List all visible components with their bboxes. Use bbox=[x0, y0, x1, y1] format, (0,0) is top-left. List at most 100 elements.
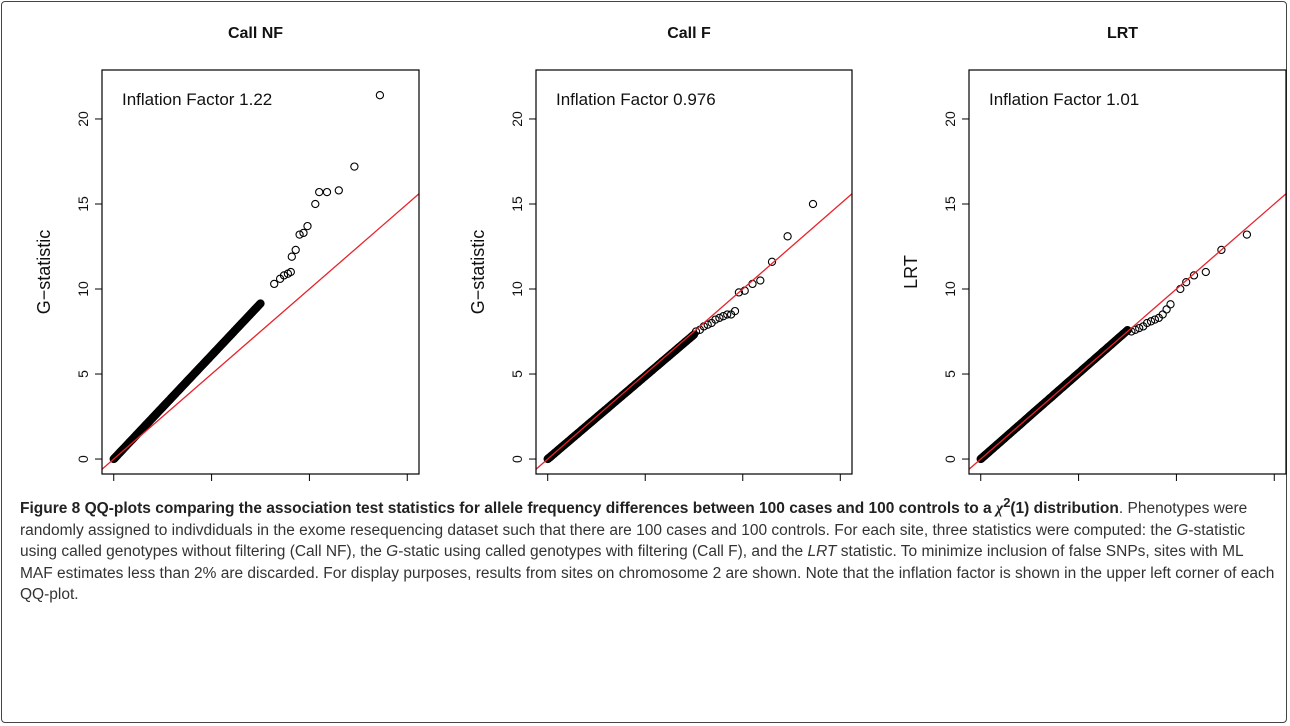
caption-g-1: G bbox=[1176, 521, 1189, 539]
x-tick-label: 15 bbox=[1266, 485, 1282, 487]
y-tick-label: 20 bbox=[509, 111, 525, 127]
data-point bbox=[1120, 328, 1130, 337]
chart-2: Call F Inflation Factor 0.976 0 5 10 15 0 5 10 15… bbox=[468, 25, 853, 487]
y-axis-label: G−statistic bbox=[468, 230, 488, 315]
inflation-factor-label: Inflation Factor 1.22 bbox=[122, 90, 272, 109]
data-point bbox=[730, 306, 740, 316]
data-point bbox=[723, 310, 732, 319]
y-tick-label: 20 bbox=[942, 111, 958, 127]
caption-label: Figure 8 bbox=[20, 500, 81, 518]
data-point bbox=[1146, 317, 1156, 326]
data-point bbox=[334, 186, 343, 195]
y-tick-label: 10 bbox=[75, 281, 91, 297]
y-tick-label: 20 bbox=[75, 111, 91, 127]
x-tick-label: 0 bbox=[110, 485, 118, 487]
data-point bbox=[1189, 271, 1199, 280]
data-point bbox=[703, 320, 712, 329]
data-point bbox=[322, 187, 332, 197]
reference-line bbox=[536, 193, 852, 470]
x-tick-label: 15 bbox=[399, 485, 415, 487]
data-point bbox=[1182, 278, 1191, 287]
data-point bbox=[1142, 318, 1152, 328]
chart-1: Call NF Inflation Factor 1.22 0 5 10 15 0 5 10 15… bbox=[34, 25, 420, 487]
points-group bbox=[976, 230, 1252, 464]
inflation-factor-label: Inflation Factor 1.01 bbox=[989, 90, 1139, 109]
reference-line bbox=[969, 193, 1286, 470]
data-point bbox=[719, 312, 728, 321]
data-point bbox=[808, 199, 818, 209]
y-axis-label: LRT bbox=[901, 255, 921, 289]
y-tick-label: 15 bbox=[942, 196, 958, 212]
x-tick-label: 0 bbox=[544, 485, 552, 487]
caption-chi-superscript: 2 bbox=[1003, 495, 1011, 510]
x-tick-label: 15 bbox=[833, 485, 849, 487]
caption-heading: Figure 8 QQ-plots comparing the associat… bbox=[20, 495, 1119, 518]
data-point bbox=[783, 232, 792, 241]
x-tick-label: 0 bbox=[977, 485, 985, 487]
x-tick-label: 10 bbox=[302, 485, 318, 487]
plot-box bbox=[535, 69, 853, 475]
inflation-factor-label: Inflation Factor 0.976 bbox=[556, 90, 716, 109]
data-point bbox=[767, 257, 777, 266]
caption-body-2: -statistic using called genotypes withou… bbox=[20, 521, 1246, 561]
data-point bbox=[1217, 245, 1226, 255]
data-point bbox=[375, 91, 385, 100]
chart-title: Call F bbox=[667, 25, 711, 42]
y-tick-label: 10 bbox=[942, 281, 958, 297]
data-point bbox=[254, 301, 263, 310]
y-tick-label: 10 bbox=[509, 281, 525, 297]
y-tick-label: 0 bbox=[509, 455, 525, 463]
data-point bbox=[1122, 326, 1132, 335]
y-axis-label: G−statistic bbox=[34, 230, 54, 315]
data-point bbox=[1135, 323, 1144, 333]
data-point bbox=[311, 199, 320, 209]
points-group bbox=[109, 91, 385, 464]
y-tick-label: 15 bbox=[509, 196, 525, 212]
data-point bbox=[279, 271, 289, 280]
data-point bbox=[303, 221, 312, 231]
caption-chi-symbol: χ bbox=[995, 500, 1004, 518]
plot-box bbox=[968, 69, 1287, 475]
data-point bbox=[253, 302, 263, 311]
data-point bbox=[1158, 310, 1167, 319]
qq-plot-panel: Call NF Inflation Factor 1.22 0 5 10 15 0 5 10 15… bbox=[34, 25, 1287, 487]
data-point bbox=[1166, 300, 1175, 309]
data-point bbox=[270, 279, 279, 289]
data-point bbox=[1123, 326, 1132, 335]
data-point bbox=[1131, 325, 1140, 334]
y-tick-label: 15 bbox=[75, 196, 91, 212]
data-point bbox=[1242, 230, 1252, 239]
plot-box bbox=[101, 69, 420, 475]
x-tick-label: 5 bbox=[1075, 485, 1083, 487]
caption-body-4: statistic. To minimize inclusion of fals… bbox=[20, 543, 1275, 604]
x-tick-label: 5 bbox=[208, 485, 216, 487]
data-point bbox=[1122, 327, 1131, 336]
data-point bbox=[350, 162, 359, 171]
y-tick-label: 5 bbox=[509, 370, 525, 378]
caption-title-b: (1) distribution bbox=[1010, 500, 1119, 518]
data-point bbox=[286, 267, 295, 277]
data-point bbox=[1162, 305, 1171, 314]
caption-body-3: -static using called genotypes with filt… bbox=[398, 543, 808, 561]
data-point bbox=[315, 187, 324, 197]
data-point bbox=[691, 327, 701, 336]
x-tick-label: 10 bbox=[1169, 485, 1185, 487]
x-tick-label: 5 bbox=[641, 485, 649, 487]
y-tick-label: 5 bbox=[75, 370, 91, 378]
y-tick-label: 0 bbox=[75, 455, 91, 463]
data-point bbox=[756, 276, 765, 285]
points-group bbox=[543, 199, 818, 464]
data-point bbox=[287, 252, 296, 261]
data-point bbox=[255, 299, 265, 309]
data-point bbox=[1201, 267, 1210, 277]
data-point bbox=[295, 230, 304, 239]
caption-body-1: . Phenotypes were randomly assigned to i… bbox=[20, 500, 1248, 539]
data-point bbox=[291, 245, 300, 255]
x-tick-label: 10 bbox=[735, 485, 751, 487]
chart-title: Call NF bbox=[228, 25, 283, 42]
data-point bbox=[734, 288, 744, 297]
y-tick-label: 5 bbox=[942, 370, 958, 378]
y-tick-label: 0 bbox=[942, 455, 958, 463]
data-point bbox=[299, 228, 308, 238]
